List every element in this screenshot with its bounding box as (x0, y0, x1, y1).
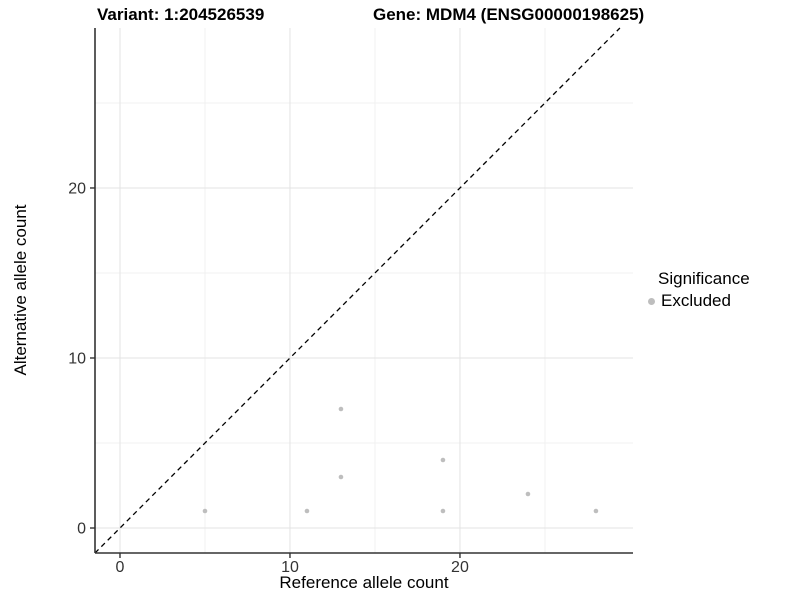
identity-reference-line (94, 27, 621, 554)
legend: Significance Excluded (648, 269, 750, 311)
y-tick-label: 10 (68, 350, 86, 367)
data-point (593, 508, 599, 514)
y-tick-label: 20 (68, 180, 86, 197)
data-point (525, 491, 531, 497)
x-axis-label: Reference allele count (279, 573, 449, 592)
legend-item-excluded: Excluded (648, 291, 750, 311)
data-point (304, 508, 310, 514)
data-point (440, 508, 446, 514)
y-tick-label: 0 (77, 521, 86, 538)
data-point (338, 474, 344, 480)
x-tick-label: 10 (281, 559, 299, 576)
legend-point-icon (648, 297, 655, 305)
legend-title: Significance (658, 269, 750, 288)
x-tick-label: 20 (451, 559, 469, 576)
data-point (338, 406, 344, 412)
plot-title-gene: Gene: MDM4 (ENSG00000198625) (373, 5, 645, 24)
x-tick-label: 0 (116, 559, 125, 576)
data-point (440, 457, 446, 463)
legend-item-label: Excluded (661, 291, 731, 310)
plot-title-variant: Variant: 1:204526539 (97, 5, 265, 24)
data-point (202, 508, 208, 514)
